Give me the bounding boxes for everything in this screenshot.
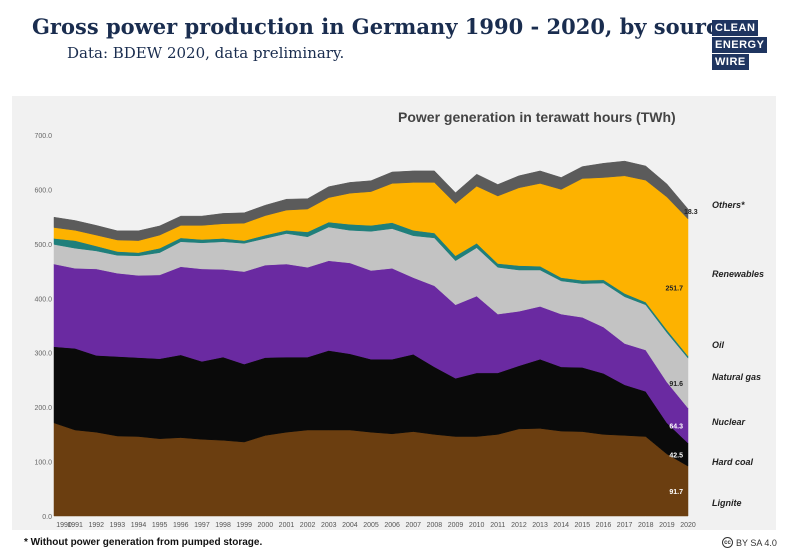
chart-panel: Power generation in terawatt hours (TWh)… bbox=[12, 96, 776, 530]
x-tick-label: 2006 bbox=[384, 522, 400, 529]
x-tick-label: 2002 bbox=[300, 522, 316, 529]
area-others bbox=[53, 160, 689, 241]
x-tick-label: 2013 bbox=[532, 522, 548, 529]
x-tick-label: 1994 bbox=[131, 522, 147, 529]
x-tick-label: 2011 bbox=[490, 522, 505, 529]
license-text: BY SA 4.0 bbox=[736, 537, 777, 548]
x-tick-label: 1993 bbox=[110, 522, 126, 529]
y-tick-label: 100.0 bbox=[34, 460, 52, 467]
x-tick-label: 2015 bbox=[575, 522, 591, 529]
y-tick-label: 700.0 bbox=[34, 133, 52, 140]
x-tick-label: 1997 bbox=[194, 522, 210, 529]
legend-label: Natural gas bbox=[712, 372, 761, 382]
x-tick-label: 2004 bbox=[342, 522, 358, 529]
x-tick-label: 2009 bbox=[448, 522, 464, 529]
legend-label: Nuclear bbox=[712, 417, 746, 427]
stacked-area-chart: Power generation in terawatt hours (TWh)… bbox=[34, 109, 764, 529]
legend-label: Oil bbox=[712, 340, 725, 350]
y-tick-label: 600.0 bbox=[34, 187, 52, 194]
data-label: 251.7 bbox=[665, 285, 683, 292]
x-tick-label: 1990 bbox=[56, 522, 72, 529]
x-tick-label: 2005 bbox=[363, 522, 379, 529]
y-tick-label: 0.0 bbox=[42, 514, 52, 521]
cc-icon: cc bbox=[722, 537, 733, 548]
x-tick-label: 1998 bbox=[215, 522, 231, 529]
clean-energy-wire-logo: CLEAN ENERGY WIRE bbox=[712, 20, 770, 71]
y-tick-label: 400.0 bbox=[34, 296, 52, 303]
x-tick-label: 2014 bbox=[553, 522, 569, 529]
x-tick-label: 1992 bbox=[88, 522, 104, 529]
x-tick-label: 2019 bbox=[659, 522, 675, 529]
x-tick-label: 2007 bbox=[405, 522, 421, 529]
logo-word-clean: CLEAN bbox=[712, 20, 759, 36]
y-tick-label: 300.0 bbox=[34, 351, 52, 358]
data-label: 42.5 bbox=[669, 453, 683, 460]
chart-title: Power generation in terawatt hours (TWh) bbox=[398, 109, 676, 125]
x-tick-label: 1991 bbox=[67, 522, 83, 529]
legend-label: Hard coal bbox=[712, 457, 754, 467]
x-tick-label: 2018 bbox=[638, 522, 654, 529]
x-tick-label: 1999 bbox=[236, 522, 252, 529]
data-label: 91.6 bbox=[669, 381, 683, 388]
logo-word-energy: ENERGY bbox=[712, 37, 768, 53]
x-tick-label: 2016 bbox=[596, 522, 612, 529]
page-title: Gross power production in Germany 1990 -… bbox=[32, 14, 740, 39]
x-tick-label: 1996 bbox=[173, 522, 189, 529]
x-tick-label: 2010 bbox=[469, 522, 485, 529]
x-tick-label: 2020 bbox=[680, 522, 696, 529]
legend-label: Others* bbox=[712, 200, 745, 210]
x-tick-label: 2017 bbox=[617, 522, 633, 529]
x-tick-label: 2000 bbox=[258, 522, 274, 529]
page-subtitle: Data: BDEW 2020, data preliminary. bbox=[67, 44, 345, 62]
data-label: 64.3 bbox=[669, 423, 683, 430]
data-label: 91.7 bbox=[669, 489, 683, 496]
x-tick-label: 1995 bbox=[152, 522, 168, 529]
legend-label: Renewables bbox=[712, 269, 764, 279]
footnote: * Without power generation from pumped s… bbox=[24, 537, 263, 548]
x-tick-label: 2008 bbox=[427, 522, 443, 529]
x-tick-label: 2003 bbox=[321, 522, 337, 529]
x-tick-label: 2001 bbox=[279, 522, 295, 529]
x-tick-label: 2012 bbox=[511, 522, 527, 529]
license-badge: cc BY SA 4.0 bbox=[722, 537, 777, 548]
y-tick-label: 200.0 bbox=[34, 405, 52, 412]
logo-word-wire: WIRE bbox=[712, 54, 749, 70]
data-label: 18.3 bbox=[684, 209, 698, 216]
legend-label: Lignite bbox=[712, 498, 742, 508]
y-tick-label: 500.0 bbox=[34, 242, 52, 249]
